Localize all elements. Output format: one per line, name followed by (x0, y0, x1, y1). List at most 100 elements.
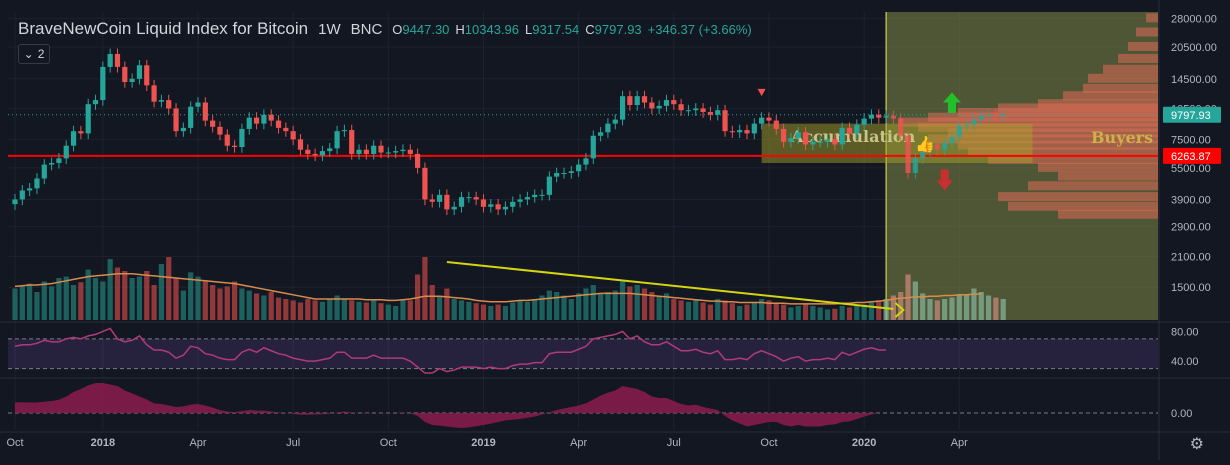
candle-body (151, 85, 157, 102)
candle-body (70, 131, 77, 146)
price-tick-label: 2100.00 (1171, 251, 1211, 263)
current-price-tag: 9797.93 (1171, 110, 1211, 122)
rsi-line (14, 327, 887, 374)
candle-body (451, 206, 457, 210)
candle-body (63, 145, 69, 159)
candle-body (327, 148, 333, 152)
indicator-collapse-button[interactable]: ⌄ 2 (18, 44, 50, 64)
candle-body (598, 132, 604, 136)
candle-body (795, 132, 801, 139)
volume-profile-bar (1058, 171, 1158, 181)
candle-body (546, 176, 552, 195)
volume-bar (436, 295, 443, 320)
ohlc-values: O9447.30 H10343.96 L9317.54 C9797.93 +34… (392, 22, 751, 37)
candle-body (363, 149, 369, 154)
volume-bar (202, 281, 208, 320)
candle-body (341, 130, 347, 132)
volume-bar (34, 292, 40, 320)
volume-profile-bar (958, 140, 1158, 150)
volume-profile-bar (968, 147, 1158, 157)
candle-body (232, 145, 238, 148)
volume-bar (576, 293, 582, 320)
candle-body (839, 127, 845, 145)
candle-body (927, 144, 933, 152)
candle-body (956, 125, 962, 137)
candle-body (371, 145, 377, 154)
red-triangle-marker-icon (757, 88, 766, 97)
rsi-band (8, 338, 1158, 369)
x-tick-label: Apr (951, 437, 968, 449)
volume-bar (619, 281, 626, 320)
volume-bar (663, 293, 670, 320)
volume-bar (495, 304, 501, 320)
candle-body (210, 120, 216, 127)
volume-bar (480, 304, 487, 320)
volume-profile-bar (1038, 162, 1158, 172)
candle-body (290, 131, 296, 140)
candle-body (275, 120, 282, 128)
volume-bar (649, 292, 655, 320)
volume-profile-bar (928, 112, 1158, 122)
candle-body (583, 158, 589, 165)
volume-bar (561, 295, 567, 320)
volume-profile-bar (998, 192, 1158, 202)
thumbs-up-icon: 👍 (915, 135, 935, 154)
rsi-tick-label: 40.00 (1171, 356, 1199, 368)
volume-bar (327, 299, 333, 320)
candle-body (700, 108, 706, 113)
volume-bar (151, 285, 157, 320)
candle-body (854, 124, 860, 134)
x-tick-label: Apr (570, 437, 587, 449)
chevron-down-icon: ⌄ (23, 47, 34, 61)
candle-body (92, 100, 99, 105)
volume-bar (239, 288, 245, 320)
volume-bar (868, 302, 875, 320)
volume-profile-bar (1028, 181, 1158, 191)
volume-bar (78, 282, 84, 320)
macd-area (15, 383, 879, 428)
volume-bar (363, 302, 369, 320)
candle-body (568, 171, 574, 174)
gear-icon[interactable]: ⚙ (1189, 436, 1204, 453)
candle-body (920, 151, 926, 159)
volume-bar (583, 288, 589, 320)
volume-bar (568, 299, 574, 320)
candle-body (239, 128, 245, 148)
candle-body (173, 108, 179, 132)
candle-body (715, 110, 721, 115)
volume-bar (605, 292, 611, 320)
interval-label[interactable]: 1W (318, 20, 341, 38)
candle-body (707, 112, 713, 115)
candle-body (444, 194, 450, 210)
close-value: 9797.93 (594, 21, 642, 37)
volume-bar (195, 276, 201, 320)
volume-bar (920, 293, 926, 320)
volume-bar (949, 297, 955, 320)
volume-ma-line (14, 273, 982, 305)
candle-body (634, 96, 640, 106)
volume-bar (729, 303, 735, 320)
volume-bar (385, 304, 391, 320)
price-tick-label: 3900.00 (1171, 194, 1211, 206)
x-tick-label: Oct (760, 437, 777, 449)
volume-bar (129, 278, 135, 320)
volume-bar (956, 295, 962, 320)
candle-body (166, 100, 172, 109)
candle-body (49, 162, 55, 165)
candle-body (876, 114, 882, 118)
candle-body (663, 100, 670, 106)
candle-body (722, 110, 728, 132)
candle-body (114, 53, 121, 67)
candle-body (144, 65, 150, 86)
candle-body (122, 66, 128, 83)
volume-profile-bar (918, 122, 1158, 132)
symbol-title[interactable]: BraveNewCoin Liquid Index for Bitcoin (18, 19, 309, 38)
candle-body (576, 164, 582, 172)
volume-bar (305, 299, 311, 320)
current-price-tag-bg (1163, 106, 1221, 123)
volume-bar (598, 293, 604, 320)
volume-profile-bar (988, 154, 1158, 164)
volume-bar (407, 300, 413, 320)
